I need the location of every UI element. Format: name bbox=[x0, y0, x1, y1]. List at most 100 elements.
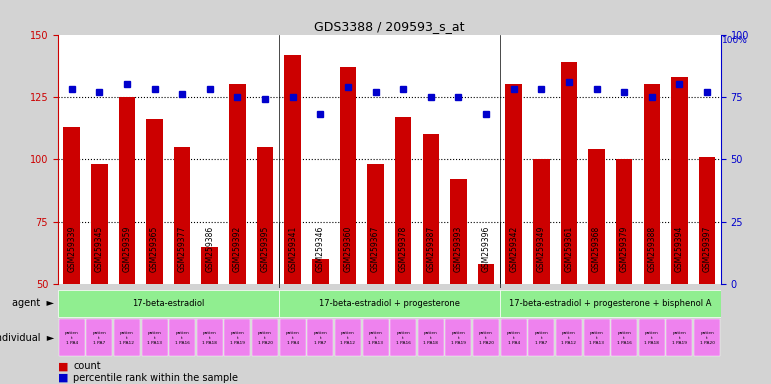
Text: patien
t
1 PA18: patien t 1 PA18 bbox=[202, 331, 217, 344]
Bar bbox=[367, 164, 384, 284]
Text: patien
t
1 PA16: patien t 1 PA16 bbox=[396, 331, 411, 344]
FancyBboxPatch shape bbox=[390, 319, 416, 356]
FancyBboxPatch shape bbox=[114, 319, 140, 356]
Text: GSM259367: GSM259367 bbox=[371, 226, 380, 272]
FancyBboxPatch shape bbox=[500, 319, 527, 356]
FancyBboxPatch shape bbox=[280, 319, 305, 356]
Text: GSM259346: GSM259346 bbox=[316, 226, 325, 272]
Text: GSM259377: GSM259377 bbox=[177, 226, 187, 272]
FancyBboxPatch shape bbox=[584, 319, 610, 356]
FancyBboxPatch shape bbox=[418, 319, 444, 356]
Bar bbox=[339, 67, 356, 284]
Text: patien
t
1 PA12: patien t 1 PA12 bbox=[120, 331, 134, 344]
FancyBboxPatch shape bbox=[500, 290, 721, 317]
Text: 17-beta-estradiol + progesterone + bisphenol A: 17-beta-estradiol + progesterone + bisph… bbox=[509, 299, 712, 308]
FancyBboxPatch shape bbox=[611, 319, 637, 356]
Bar bbox=[119, 97, 135, 284]
FancyBboxPatch shape bbox=[224, 319, 251, 356]
Text: individual  ►: individual ► bbox=[0, 333, 54, 343]
Text: GSM259386: GSM259386 bbox=[205, 226, 214, 272]
Text: GSM259378: GSM259378 bbox=[399, 226, 408, 272]
FancyBboxPatch shape bbox=[639, 319, 665, 356]
Bar bbox=[423, 134, 439, 284]
Text: 100%: 100% bbox=[722, 36, 749, 45]
Bar bbox=[561, 62, 577, 284]
Bar bbox=[478, 264, 494, 284]
FancyBboxPatch shape bbox=[308, 319, 333, 356]
Text: patien
t
1 PA4: patien t 1 PA4 bbox=[286, 331, 300, 344]
FancyBboxPatch shape bbox=[528, 319, 554, 356]
Text: ■: ■ bbox=[58, 373, 69, 383]
Text: GSM259368: GSM259368 bbox=[592, 226, 601, 272]
FancyBboxPatch shape bbox=[58, 290, 279, 317]
Text: patien
t
1 PA16: patien t 1 PA16 bbox=[617, 331, 631, 344]
Text: patien
t
1 PA20: patien t 1 PA20 bbox=[258, 331, 272, 344]
Text: patien
t
1 PA4: patien t 1 PA4 bbox=[507, 331, 520, 344]
Text: ■: ■ bbox=[58, 361, 69, 371]
Title: GDS3388 / 209593_s_at: GDS3388 / 209593_s_at bbox=[314, 20, 465, 33]
Bar bbox=[146, 119, 163, 284]
Text: count: count bbox=[73, 361, 101, 371]
Bar bbox=[588, 149, 604, 284]
Bar bbox=[450, 179, 466, 284]
Bar bbox=[63, 127, 80, 284]
Text: GSM259388: GSM259388 bbox=[648, 226, 656, 272]
Text: patien
t
1 PA16: patien t 1 PA16 bbox=[175, 331, 190, 344]
Text: GSM259397: GSM259397 bbox=[702, 226, 712, 272]
Text: patien
t
1 PA13: patien t 1 PA13 bbox=[147, 331, 162, 344]
Text: patien
t
1 PA20: patien t 1 PA20 bbox=[479, 331, 493, 344]
FancyBboxPatch shape bbox=[666, 319, 692, 356]
Text: patien
t
1 PA12: patien t 1 PA12 bbox=[561, 331, 577, 344]
Text: percentile rank within the sample: percentile rank within the sample bbox=[73, 373, 238, 383]
Text: GSM259359: GSM259359 bbox=[123, 226, 131, 272]
Text: GSM259365: GSM259365 bbox=[150, 226, 159, 272]
Text: GSM259395: GSM259395 bbox=[261, 226, 270, 272]
Text: GSM259341: GSM259341 bbox=[288, 226, 297, 272]
FancyBboxPatch shape bbox=[142, 319, 167, 356]
Text: GSM259349: GSM259349 bbox=[537, 226, 546, 272]
Text: patien
t
1 PA19: patien t 1 PA19 bbox=[230, 331, 245, 344]
FancyBboxPatch shape bbox=[169, 319, 195, 356]
Bar bbox=[395, 117, 412, 284]
Bar bbox=[173, 147, 190, 284]
Text: patien
t
1 PA7: patien t 1 PA7 bbox=[93, 331, 106, 344]
Bar bbox=[616, 159, 632, 284]
Text: GSM259342: GSM259342 bbox=[509, 226, 518, 272]
Text: GSM259392: GSM259392 bbox=[233, 226, 242, 272]
Text: GSM259387: GSM259387 bbox=[426, 226, 436, 272]
Text: patien
t
1 PA4: patien t 1 PA4 bbox=[65, 331, 79, 344]
Text: GSM259345: GSM259345 bbox=[95, 226, 104, 272]
FancyBboxPatch shape bbox=[556, 319, 582, 356]
Bar bbox=[671, 77, 688, 284]
Text: patien
t
1 PA13: patien t 1 PA13 bbox=[589, 331, 604, 344]
FancyBboxPatch shape bbox=[362, 319, 389, 356]
FancyBboxPatch shape bbox=[197, 319, 223, 356]
Text: GSM259393: GSM259393 bbox=[454, 226, 463, 272]
FancyBboxPatch shape bbox=[335, 319, 361, 356]
Bar bbox=[91, 164, 107, 284]
Bar bbox=[284, 55, 301, 284]
Text: GSM259360: GSM259360 bbox=[343, 226, 352, 272]
Text: 17-beta-estradiol + progesterone: 17-beta-estradiol + progesterone bbox=[319, 299, 460, 308]
Bar bbox=[505, 84, 522, 284]
Text: patien
t
1 PA18: patien t 1 PA18 bbox=[423, 331, 438, 344]
FancyBboxPatch shape bbox=[59, 319, 85, 356]
Text: patien
t
1 PA20: patien t 1 PA20 bbox=[699, 331, 715, 344]
Text: patien
t
1 PA7: patien t 1 PA7 bbox=[313, 331, 327, 344]
FancyBboxPatch shape bbox=[252, 319, 278, 356]
FancyBboxPatch shape bbox=[694, 319, 720, 356]
Bar bbox=[699, 157, 715, 284]
Bar bbox=[257, 147, 273, 284]
FancyBboxPatch shape bbox=[86, 319, 113, 356]
Bar bbox=[644, 84, 660, 284]
Text: patien
t
1 PA13: patien t 1 PA13 bbox=[368, 331, 383, 344]
Text: GSM259379: GSM259379 bbox=[620, 226, 628, 272]
Bar bbox=[229, 84, 246, 284]
Text: GSM259361: GSM259361 bbox=[564, 226, 574, 272]
Text: patien
t
1 PA19: patien t 1 PA19 bbox=[672, 331, 687, 344]
Text: patien
t
1 PA7: patien t 1 PA7 bbox=[534, 331, 548, 344]
FancyBboxPatch shape bbox=[473, 319, 499, 356]
FancyBboxPatch shape bbox=[279, 290, 500, 317]
Bar bbox=[312, 259, 328, 284]
Bar bbox=[533, 159, 550, 284]
